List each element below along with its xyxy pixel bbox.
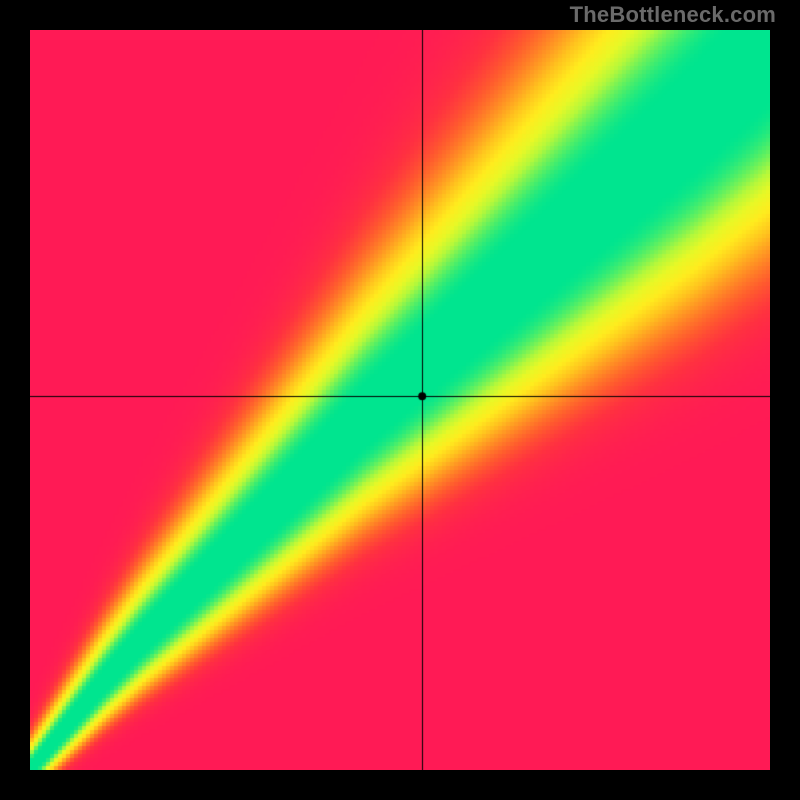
bottleneck-heatmap (30, 30, 770, 770)
chart-container: TheBottleneck.com (0, 0, 800, 800)
watermark-text: TheBottleneck.com (570, 2, 776, 28)
